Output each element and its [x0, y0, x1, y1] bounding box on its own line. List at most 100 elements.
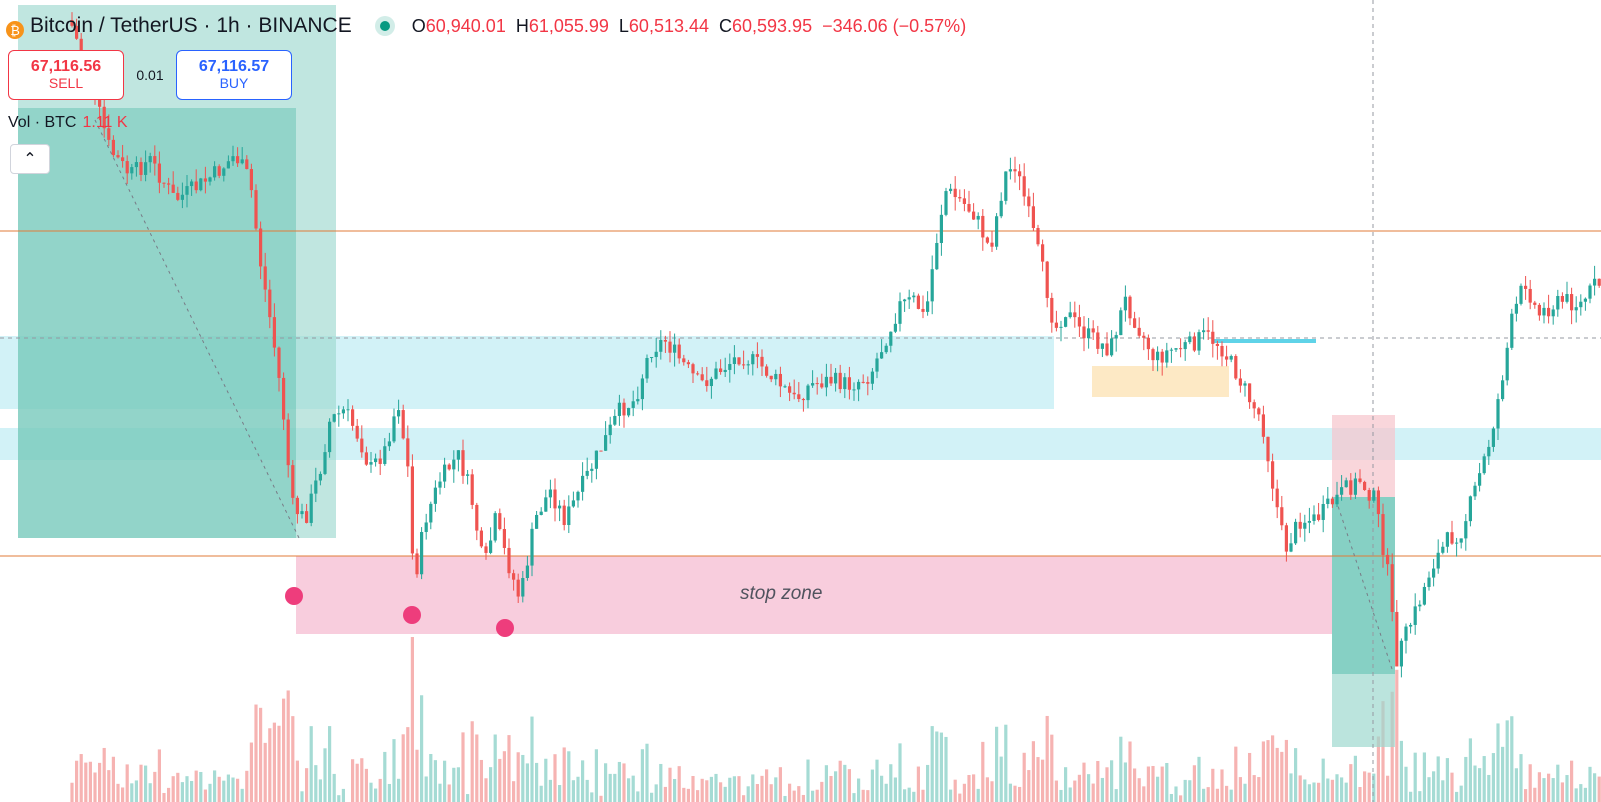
volume-bar: [190, 780, 194, 802]
candle-body: [1376, 490, 1380, 515]
volume-legend[interactable]: Vol · BTC 1.11 K: [8, 114, 128, 132]
volume-bar: [1376, 736, 1380, 802]
volume-bar: [332, 773, 336, 802]
candle-body: [254, 190, 258, 229]
candle-body: [668, 341, 672, 353]
market-status-icon[interactable]: [379, 21, 390, 31]
volume-bar: [144, 765, 148, 802]
volume-bar: [387, 783, 391, 802]
volume-bar: [1064, 767, 1068, 802]
candle-body: [328, 421, 332, 453]
candle-body: [1206, 330, 1210, 332]
candle-body: [751, 354, 755, 365]
candle-body: [447, 464, 451, 470]
candle-body: [1045, 261, 1049, 298]
candle-body: [967, 203, 971, 212]
candle-body: [838, 372, 842, 390]
volume-bar: [861, 789, 865, 802]
candle-body: [544, 497, 548, 512]
candle-body: [1234, 356, 1238, 379]
buy-button[interactable]: 67,116.57 BUY: [176, 50, 292, 100]
candle-body: [700, 374, 704, 381]
volume-bar: [654, 784, 658, 802]
short-position-filled: [18, 108, 296, 538]
volume-bar: [1036, 757, 1040, 802]
candle-body: [640, 378, 644, 400]
candle-body: [176, 192, 180, 200]
candle-body: [1445, 532, 1449, 547]
volume-bar: [1018, 786, 1022, 802]
candle-body: [415, 553, 419, 575]
candle-body: [1381, 514, 1385, 555]
volume-bar: [102, 747, 106, 802]
candle-body: [714, 368, 718, 379]
candle-body: [116, 155, 120, 158]
volume-bar: [1183, 779, 1187, 802]
volume-bar: [1432, 771, 1436, 802]
volume-bar: [1045, 715, 1049, 802]
candle-body: [424, 522, 428, 533]
volume-bar: [1243, 783, 1247, 802]
candle-body: [1547, 307, 1551, 317]
volume-bar: [893, 777, 897, 802]
price-change: −346.06 (−0.57%): [822, 15, 967, 36]
volume-bar: [686, 788, 690, 802]
volume-bar: [778, 767, 782, 802]
candle-body: [125, 161, 129, 174]
symbol-title[interactable]: Bitcoin / TetherUS · 1h · BINANCE: [30, 14, 352, 37]
candle-body: [1597, 278, 1601, 286]
candle-body: [558, 505, 562, 509]
candle-body: [650, 357, 654, 359]
candle-body: [1551, 309, 1555, 317]
volume-bar: [525, 763, 529, 802]
volume-bar: [990, 781, 994, 802]
candle-body: [732, 357, 736, 365]
candle-body: [475, 504, 479, 531]
volume-bar: [107, 770, 111, 802]
candle-body: [1496, 399, 1500, 429]
candle-body: [1501, 380, 1505, 400]
volume-bar: [944, 736, 948, 802]
volume-bar: [1450, 772, 1454, 802]
volume-bar: [153, 771, 157, 802]
candle-body: [889, 331, 893, 346]
volume-bar: [765, 769, 769, 802]
candle-body: [1225, 356, 1229, 360]
volume-bar: [1514, 768, 1518, 802]
volume-bar: [567, 751, 571, 802]
volume-bar: [1266, 740, 1270, 802]
candle-body: [1013, 169, 1017, 172]
volume-bar: [921, 789, 925, 802]
markers: [285, 587, 514, 637]
order-quantity[interactable]: 0.01: [136, 67, 164, 83]
volume-bar: [1220, 769, 1224, 802]
volume-bar: [939, 732, 943, 802]
collapse-legend-button[interactable]: ⌃: [10, 144, 50, 174]
candle-body: [167, 183, 171, 185]
candle-body: [728, 364, 732, 370]
candle-body: [1114, 335, 1118, 339]
volume-bar: [792, 790, 796, 802]
sell-button[interactable]: 67,116.56 SELL: [8, 50, 124, 100]
candle-body: [1008, 169, 1012, 172]
swing-low-marker: [496, 619, 514, 637]
candle-body: [861, 381, 865, 383]
candle-body: [1137, 327, 1141, 336]
candle-body: [70, 20, 74, 26]
volume-bar: [157, 749, 161, 802]
sell-label: SELL: [48, 75, 84, 91]
volume-bar: [1597, 776, 1601, 802]
candle-body: [921, 308, 925, 312]
volume-bar: [558, 785, 562, 802]
volume-bar: [1496, 723, 1500, 802]
candle-body: [208, 177, 212, 182]
volume-bar: [493, 734, 497, 802]
candle-body: [217, 166, 221, 176]
volume-bar: [231, 777, 235, 802]
candle-body: [599, 450, 603, 452]
volume-bar: [1215, 788, 1219, 802]
candle-body: [953, 188, 957, 198]
candle-body: [1142, 335, 1146, 338]
candle-body: [1436, 552, 1440, 569]
